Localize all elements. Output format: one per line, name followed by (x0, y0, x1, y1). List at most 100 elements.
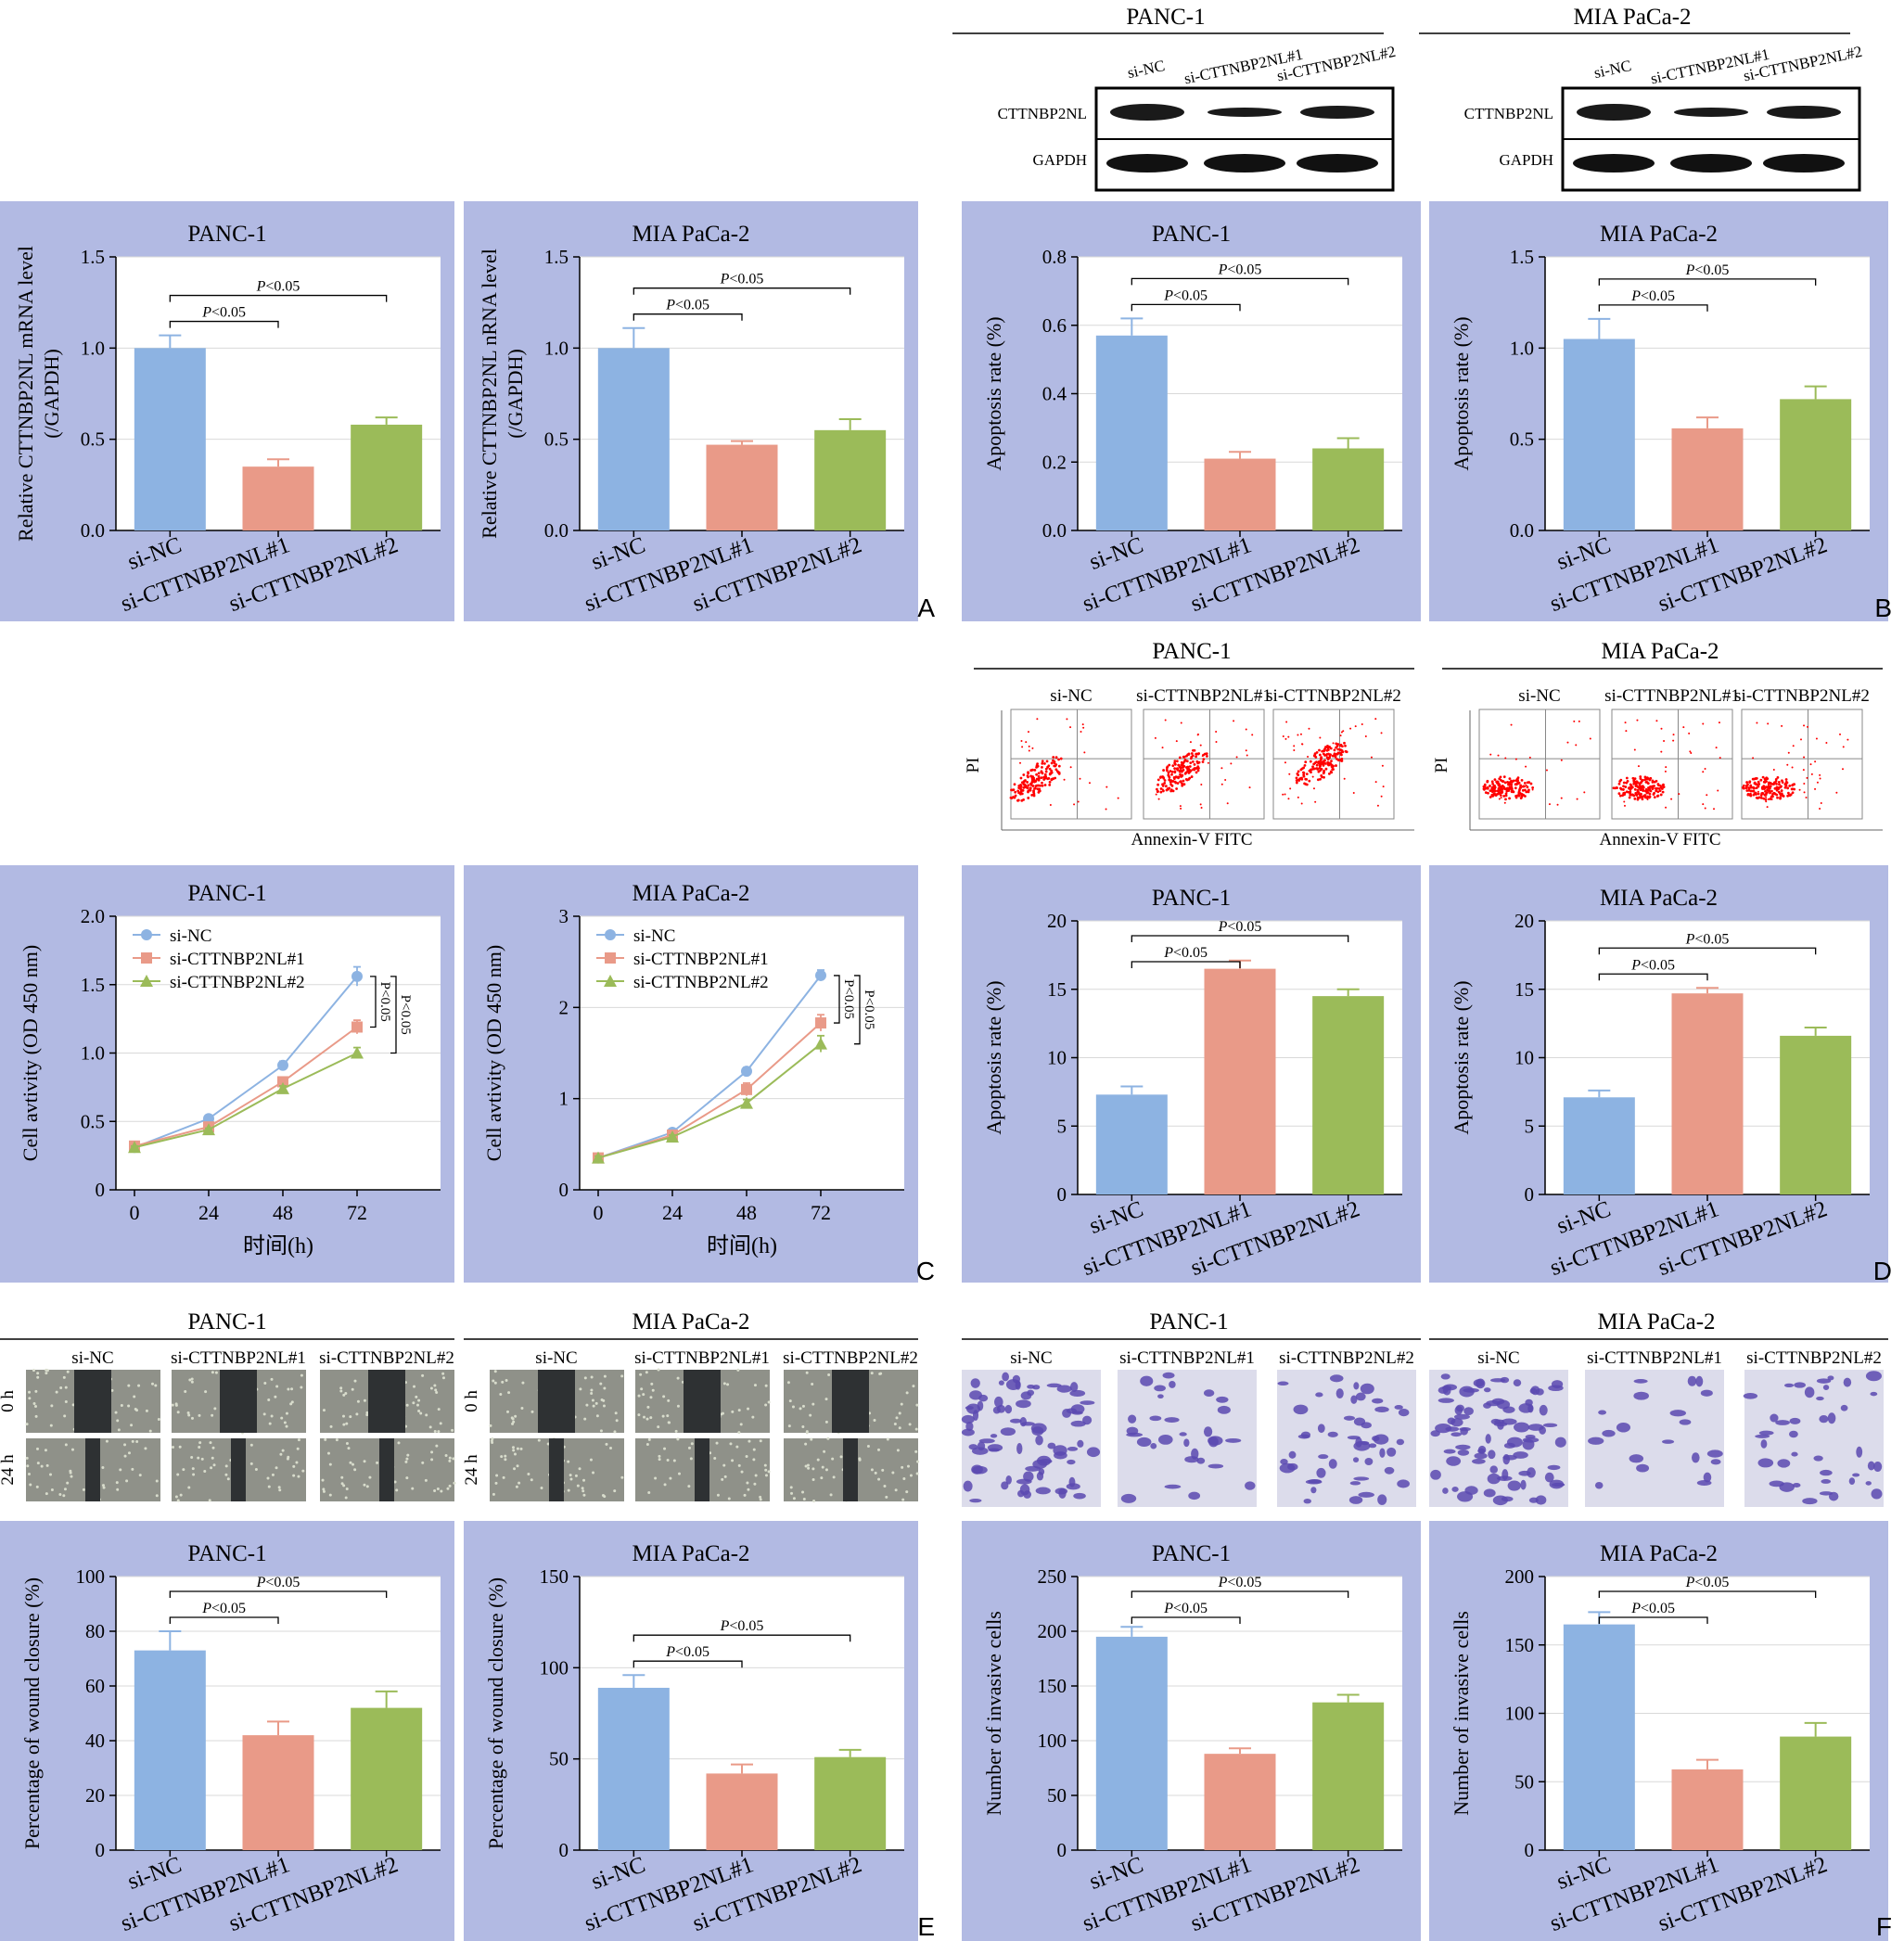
flow-event-dot (1527, 781, 1531, 784)
y-tick-label: 60 (85, 1675, 105, 1697)
stained-cell (1450, 1418, 1463, 1427)
stained-cell (1352, 1457, 1360, 1463)
flow-event-dot (1494, 789, 1497, 793)
significance-label: P<0.05 (1163, 945, 1208, 961)
cell-texture (603, 1495, 607, 1499)
flow-event-dot (1497, 786, 1501, 790)
cell-texture (608, 1447, 612, 1450)
cell-texture (829, 1493, 833, 1497)
stained-cell (963, 1480, 973, 1492)
significance-label: P<0.05 (862, 990, 876, 1029)
flow-event-dot (1767, 785, 1770, 788)
cell-texture (49, 1424, 53, 1427)
flow-event-dot (1177, 776, 1180, 780)
bar-sinc (597, 348, 670, 530)
cell-texture (507, 1391, 511, 1395)
y-tick-label: 250 (1038, 1565, 1067, 1588)
cell-texture (28, 1397, 32, 1400)
stained-cell (1443, 1449, 1456, 1454)
stained-cell (1441, 1385, 1452, 1391)
flow-event-dot (1523, 785, 1526, 788)
cell-texture (658, 1458, 661, 1462)
cell-texture (275, 1466, 278, 1470)
cell-texture (411, 1487, 415, 1490)
cell-texture (820, 1476, 824, 1480)
flow-event-dot (1636, 719, 1639, 721)
cell-texture (29, 1483, 32, 1487)
cell-texture (192, 1473, 196, 1476)
cell-texture (805, 1371, 809, 1374)
flow-event-dot (1088, 782, 1091, 785)
stained-cell (1023, 1471, 1034, 1482)
cell-texture (489, 1424, 492, 1427)
cell-texture (210, 1466, 213, 1470)
chart-title: MIA PaCa-2 (632, 222, 749, 247)
cell-texture (176, 1499, 180, 1502)
flow-event-dot (1647, 786, 1650, 789)
bar-sicttnbp2nl2 (1780, 1035, 1852, 1194)
cell-texture (270, 1377, 274, 1381)
flow-event-dot (1220, 767, 1223, 770)
cell-texture (127, 1404, 131, 1408)
flow-event-dot (1499, 794, 1502, 797)
flow-event-dot (1757, 790, 1759, 793)
flow-event-dot (1295, 776, 1298, 780)
flow-event-dot (1326, 747, 1330, 749)
flow-event-dot (1670, 798, 1673, 800)
flow-event-dot (1178, 765, 1182, 769)
cell-texture (569, 1474, 572, 1477)
flow-event-dot (1781, 724, 1783, 727)
invasion-title: PANC-1 (1149, 1309, 1228, 1334)
flow-event-dot (1825, 742, 1828, 745)
flow-event-dot (1702, 803, 1705, 806)
stained-cell (1535, 1495, 1547, 1505)
flow-event-dot (1806, 776, 1808, 779)
stained-cell (1169, 1381, 1176, 1388)
cell-texture (188, 1378, 192, 1382)
flow-event-dot (1230, 762, 1233, 765)
flow-event-dot (1517, 791, 1521, 795)
stained-cell (1696, 1480, 1712, 1487)
cell-texture (120, 1403, 123, 1407)
cell-texture (567, 1488, 570, 1492)
flow-event-dot (1296, 772, 1299, 775)
flow-event-dot (1560, 797, 1563, 799)
y-tick-label: 1 (559, 1088, 569, 1110)
stained-cell (1496, 1399, 1511, 1410)
blot-row-label: GAPDH (1499, 151, 1553, 169)
flow-event-dot (1176, 767, 1179, 770)
significance-label: P<0.05 (1685, 262, 1730, 278)
wound-sample-label: si-CTTNBP2NL#2 (783, 1348, 918, 1368)
cell-texture (831, 1457, 835, 1461)
cell-texture (187, 1486, 191, 1489)
cell-texture (211, 1446, 215, 1449)
flow-event-dot (1304, 760, 1308, 764)
stained-cell (1547, 1464, 1561, 1471)
flow-event-dot (1757, 792, 1760, 796)
cell-texture (267, 1485, 271, 1488)
flow-event-dot (1776, 775, 1780, 779)
cell-texture (415, 1403, 419, 1407)
flow-event-dot (1319, 736, 1322, 739)
flow-event-dot (1645, 776, 1649, 780)
cell-texture (441, 1372, 445, 1375)
cell-texture (866, 1444, 870, 1448)
stained-cell (1777, 1459, 1791, 1468)
cell-texture (174, 1402, 178, 1406)
cell-texture (687, 1485, 691, 1488)
flow-event-dot (1037, 772, 1041, 775)
flow-event-dot (1647, 796, 1651, 799)
flow-event-dot (1312, 754, 1316, 758)
cell-texture (576, 1484, 580, 1488)
stained-cell (1488, 1449, 1496, 1460)
cell-texture (285, 1424, 288, 1428)
flow-event-dot (1333, 748, 1336, 752)
flow-event-dot (1617, 782, 1621, 785)
cell-texture (583, 1376, 587, 1380)
flow-event-dot (1027, 790, 1029, 794)
cell-texture (764, 1403, 768, 1407)
flow-event-dot (1803, 783, 1806, 785)
stained-cell (1019, 1417, 1028, 1427)
